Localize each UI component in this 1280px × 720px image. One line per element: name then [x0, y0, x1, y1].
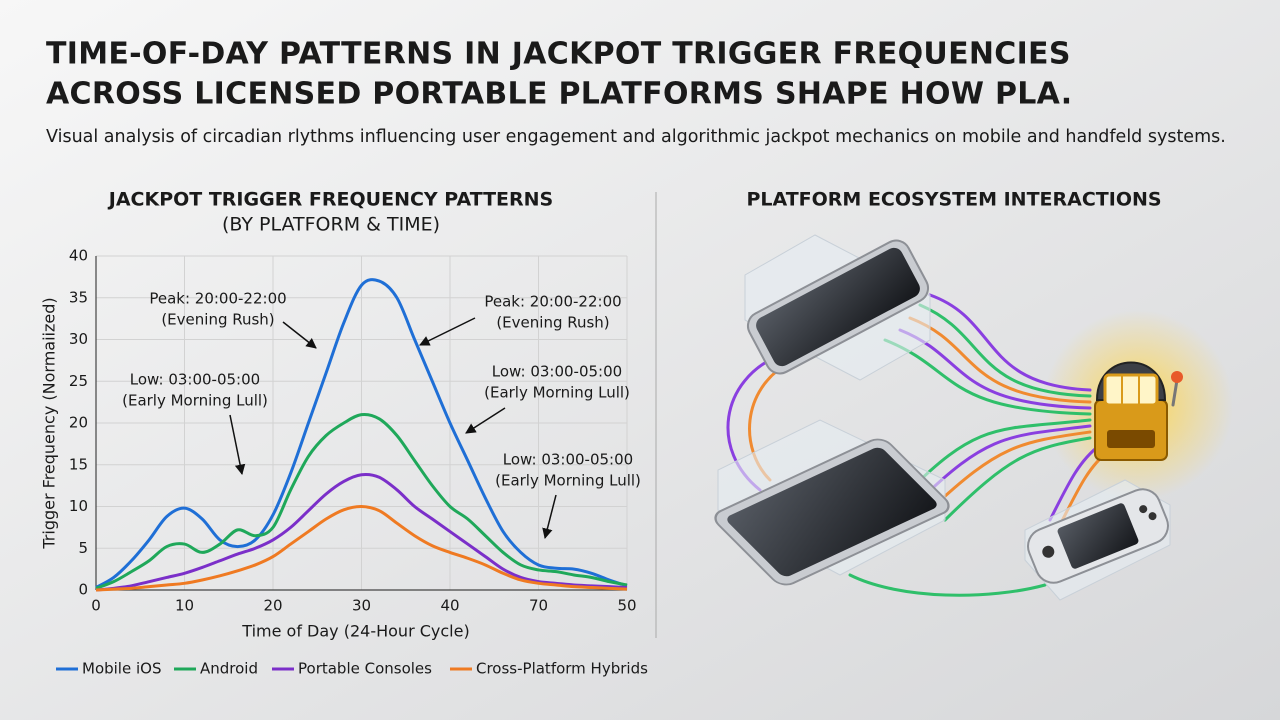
annotation: Low: 03:00-05:00 — [503, 451, 633, 469]
y-tick-label: 35 — [69, 288, 88, 306]
legend-label: Cross-Platform Hybrids — [476, 660, 648, 678]
x-tick-label: 40 — [440, 597, 459, 615]
y-tick-label: 0 — [78, 581, 88, 599]
x-tick-label: 70 — [529, 597, 548, 615]
y-tick-label: 10 — [69, 497, 88, 515]
annotation-arrow — [419, 317, 476, 346]
y-tick-label: 30 — [69, 330, 88, 348]
x-tick-label: 30 — [352, 597, 371, 615]
legend-label: Mobile iOS — [82, 660, 161, 678]
x-axis-label: Time of Day (24-Hour Cycle) — [241, 622, 469, 641]
y-tick-label: 5 — [78, 539, 88, 557]
x-tick-label: 10 — [175, 597, 194, 615]
page-title: ACROSS LICENSED PORTABLE PLATFORMS SHAPE… — [46, 77, 1072, 112]
legend-label: Android — [200, 660, 258, 678]
annotation-arrow — [229, 414, 246, 476]
y-axis-label: Trigger Frequency (Normaiized) — [40, 297, 59, 549]
x-tick-label: 50 — [617, 597, 636, 615]
illustration-title: PLATFORM ECOSYSTEM INTERACTIONS — [746, 189, 1161, 211]
annotation-arrow — [542, 494, 557, 540]
annotation: (Early Morning Lull) — [122, 392, 268, 410]
y-tick-label: 20 — [69, 414, 88, 432]
annotation: Low: 03:00-05:00 — [130, 371, 260, 389]
chart-subtitle: (BY PLATFORM & TIME) — [222, 214, 440, 236]
annotation: (Early Morning Lull) — [484, 384, 630, 402]
series-line — [95, 412, 628, 590]
annotation: (Evening Rush) — [496, 314, 609, 332]
annotation: Peak: 20:00-22:00 — [149, 290, 286, 308]
annotation: Low: 03:00-05:00 — [492, 363, 622, 381]
illustration — [714, 234, 1233, 601]
y-tick-label: 15 — [69, 455, 88, 473]
y-tick-label: 40 — [69, 247, 88, 265]
page-subtitle: Visual analysis of circadian rlythms inf… — [46, 127, 1226, 147]
annotation: (Early Morning Lull) — [495, 472, 641, 490]
series-line — [95, 473, 628, 592]
y-tick-label: 25 — [69, 372, 88, 390]
annotation: (Evening Rush) — [161, 311, 274, 329]
chart-title: JACKPOT TRIGGER FREQUENCY PATTERNS — [107, 189, 554, 211]
annotation: Peak: 20:00-22:00 — [484, 293, 621, 311]
annotation-arrow — [465, 407, 506, 434]
annotation-arrow — [282, 321, 317, 349]
series-line — [95, 278, 628, 589]
x-tick-label: 0 — [91, 597, 101, 615]
x-tick-label: 20 — [263, 597, 282, 615]
legend-label: Portable Consoles — [298, 660, 432, 678]
page-title: TIME-OF-DAY PATTERNS IN JACKPOT TRIGGER … — [46, 37, 1071, 72]
series-line — [95, 504, 628, 592]
